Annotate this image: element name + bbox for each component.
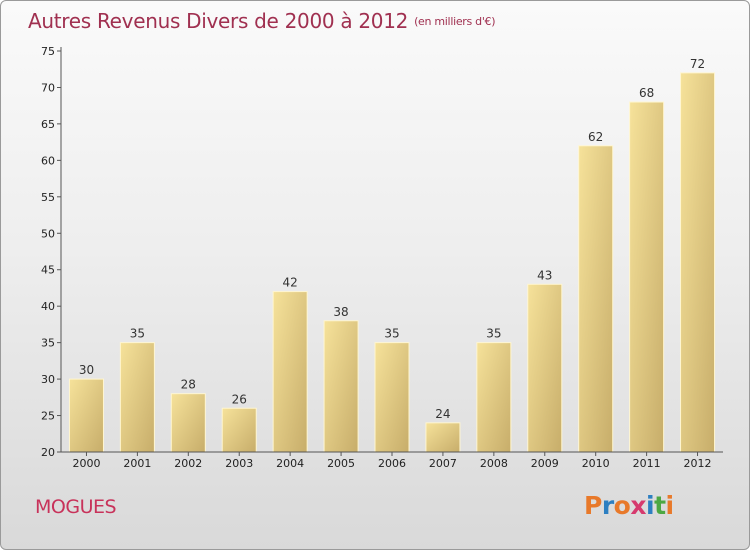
y-tick-label-50: 50 xyxy=(41,227,55,240)
logo-letter: r xyxy=(601,491,614,520)
bar-2009 xyxy=(527,283,563,453)
bar-2007 xyxy=(425,422,461,453)
logo-letter: P xyxy=(584,491,602,520)
x-tick-label-2004: 2004 xyxy=(276,457,304,470)
value-label-2005: 38 xyxy=(333,305,348,319)
x-tick-label-2002: 2002 xyxy=(174,457,202,470)
y-tick-label-45: 45 xyxy=(41,264,55,277)
x-tick-label-2001: 2001 xyxy=(123,457,151,470)
bar-2011 xyxy=(629,101,665,453)
bar-2005 xyxy=(323,320,359,453)
value-label-2006: 35 xyxy=(384,327,399,341)
value-label-2012: 72 xyxy=(690,57,705,71)
y-tick-label-75: 75 xyxy=(41,45,55,58)
axes-group: 2000 2001 2002 2003 2004 2005 2006 2007 2008 2009… xyxy=(41,45,723,470)
y-tick-label-35: 35 xyxy=(41,337,55,350)
value-label-2011: 68 xyxy=(639,86,654,100)
x-tick-label-2000: 2000 xyxy=(72,457,100,470)
chart-title-main: Autres Revenus Divers de 2000 à 2012 xyxy=(28,9,409,33)
chart-title: Autres Revenus Divers de 2000 à 2012 (en … xyxy=(28,9,496,33)
value-label-2001: 35 xyxy=(130,327,145,341)
bar-2002 xyxy=(170,393,206,453)
y-tick-label-40: 40 xyxy=(41,300,55,313)
bar-2003 xyxy=(221,407,257,453)
logo-letter: i xyxy=(665,491,675,520)
place-name: MOGUES xyxy=(35,496,117,518)
x-tick-label-2003: 2003 xyxy=(225,457,253,470)
y-tick-label-65: 65 xyxy=(41,118,55,131)
x-tick-label-2012: 2012 xyxy=(684,457,712,470)
chart-title-unit: (en milliers d'€) xyxy=(414,15,496,28)
proxiti-logo[interactable]: Proxiti xyxy=(584,491,674,520)
bar-2006 xyxy=(374,342,410,453)
bar-2001 xyxy=(119,342,155,453)
value-label-2003: 26 xyxy=(232,392,247,406)
y-tick-label-55: 55 xyxy=(41,191,55,204)
bar-2004 xyxy=(272,291,308,453)
value-label-2010: 62 xyxy=(588,130,603,144)
x-tick-label-2010: 2010 xyxy=(582,457,610,470)
value-label-2007: 24 xyxy=(435,407,450,421)
logo-letter: o xyxy=(613,491,631,520)
value-label-2004: 42 xyxy=(283,276,298,290)
x-tick-label-2008: 2008 xyxy=(480,457,508,470)
y-tick-label-70: 70 xyxy=(41,81,55,94)
y-tick-label-20: 20 xyxy=(41,446,55,459)
bars-group: 30 35 28 26 42 38 35 24 35 43 62 68 72 xyxy=(68,57,716,453)
y-tick-label-25: 25 xyxy=(41,410,55,423)
logo-letter: x xyxy=(630,491,646,520)
bar-2012 xyxy=(680,72,716,453)
bar-2000 xyxy=(68,378,104,453)
y-tick-label-30: 30 xyxy=(41,373,55,386)
bar-2010 xyxy=(578,145,614,453)
logo-letter: t xyxy=(654,491,666,520)
value-label-2002: 28 xyxy=(181,378,196,392)
x-tick-label-2011: 2011 xyxy=(633,457,661,470)
value-label-2000: 30 xyxy=(79,363,94,377)
logo-letter: i xyxy=(646,491,655,520)
value-label-2009: 43 xyxy=(537,268,552,282)
x-tick-label-2009: 2009 xyxy=(531,457,559,470)
x-tick-label-2005: 2005 xyxy=(327,457,355,470)
x-tick-label-2007: 2007 xyxy=(429,457,457,470)
bar-2008 xyxy=(476,342,512,453)
x-tick-label-2006: 2006 xyxy=(378,457,406,470)
value-label-2008: 35 xyxy=(486,327,501,341)
y-tick-label-60: 60 xyxy=(41,154,55,167)
